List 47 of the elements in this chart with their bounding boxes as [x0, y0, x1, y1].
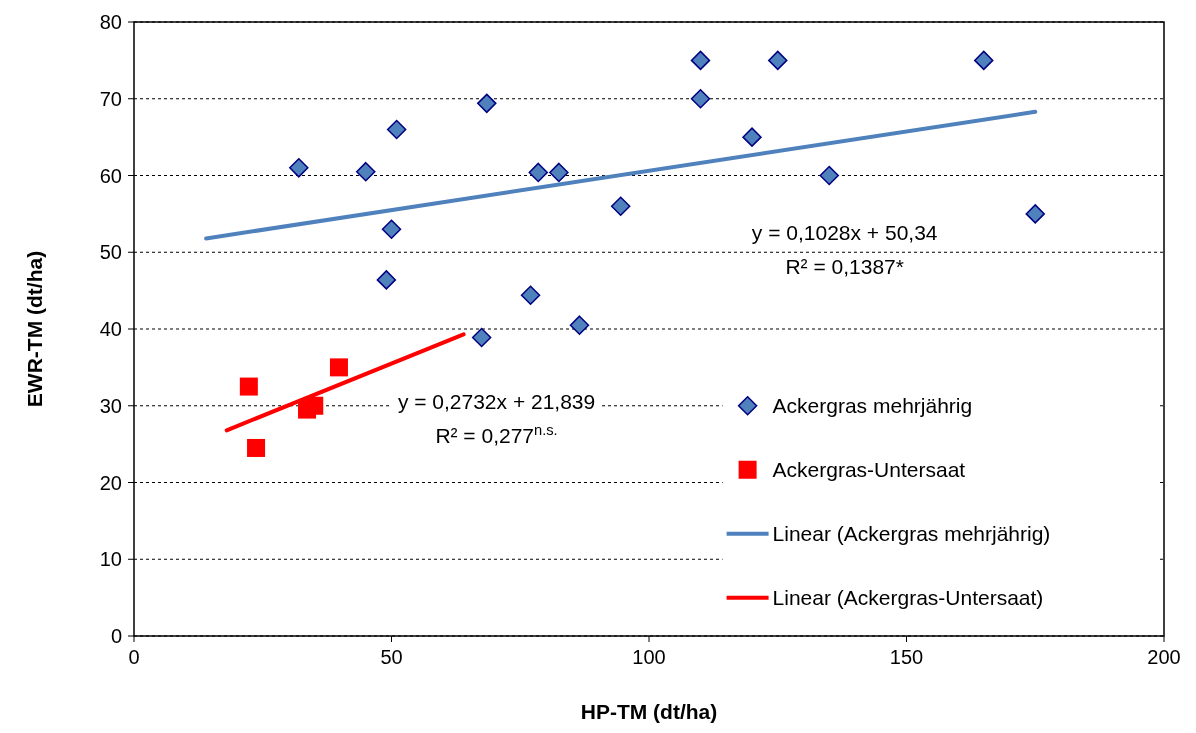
- annotation: y = 0,1028x + 50,34: [751, 220, 938, 244]
- x-tick-label: 0: [128, 646, 140, 668]
- x-tick-label: 200: [1147, 646, 1181, 668]
- point: [239, 377, 258, 396]
- point: [974, 50, 994, 71]
- y-tick-label: 0: [110, 625, 122, 647]
- point: [477, 93, 497, 114]
- x-tick-label: 150: [889, 646, 924, 668]
- point: [690, 50, 711, 71]
- point: [386, 119, 407, 140]
- y-axis-title: EWR-TM (dt/ha): [23, 250, 46, 408]
- point: [768, 50, 788, 71]
- point: [381, 219, 402, 239]
- y-tick-label: 40: [99, 318, 122, 340]
- legend-label: Linear (Ackergras-Untersaat): [772, 586, 1044, 610]
- point: [356, 161, 376, 182]
- point: [247, 438, 266, 457]
- legend-label: Ackergras mehrjährig: [772, 394, 973, 418]
- point: [569, 315, 590, 335]
- point: [690, 89, 711, 109]
- y-tick-label: 10: [99, 548, 122, 571]
- point: [528, 162, 549, 183]
- point: [819, 165, 839, 186]
- point: [289, 158, 309, 178]
- y-tick-label: 80: [99, 11, 122, 33]
- point: [1025, 204, 1045, 224]
- point: [376, 270, 397, 290]
- legend-label: Ackergras-Untersaat: [772, 458, 966, 482]
- legend-label: Linear (Ackergras mehrjährig): [772, 522, 1051, 546]
- point: [742, 127, 762, 147]
- y-tick-label: 70: [99, 87, 122, 110]
- annotation: y = 0,2732x + 21,839: [397, 389, 596, 413]
- y-tick-label: 30: [99, 394, 122, 417]
- point: [549, 162, 569, 183]
- annotation: R² = 0,277$^{n.s.}$: [435, 421, 558, 447]
- point: [305, 396, 324, 415]
- point: [610, 196, 631, 216]
- x-tick-label: 50: [380, 646, 403, 668]
- y-tick-label: 20: [99, 471, 122, 494]
- point: [520, 285, 541, 305]
- point: [471, 327, 492, 348]
- annotation: R² = 0,1387*: [785, 254, 904, 278]
- point: [329, 358, 348, 377]
- x-axis-title: HP-TM (dt/ha): [580, 700, 718, 723]
- x-tick-label: 100: [632, 646, 666, 668]
- y-tick-label: 50: [99, 241, 122, 264]
- y-tick-label: 60: [99, 164, 122, 187]
